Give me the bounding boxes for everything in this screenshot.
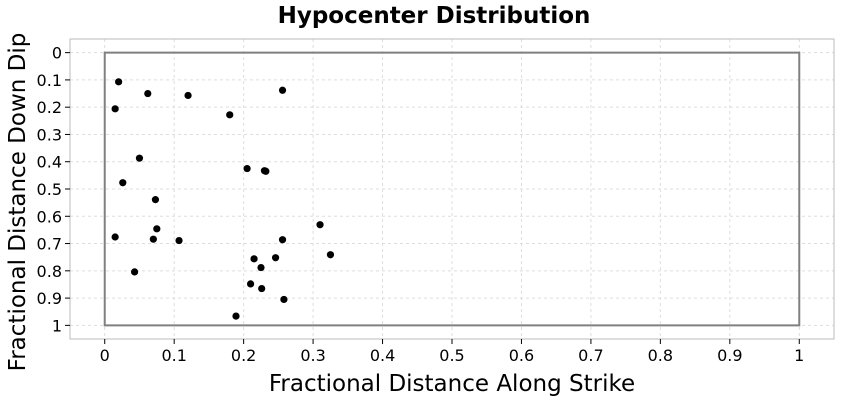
y-tick-label: 0.6 [37,207,62,226]
x-tick-label: 0.1 [161,346,186,365]
x-tick-label: 0 [100,346,110,365]
hypocenter-point [243,164,251,173]
x-tick-label: 0.3 [300,346,325,365]
hypocenter-point [153,225,161,233]
grid [70,39,834,339]
hypocenter-point [149,235,157,243]
hypocenter-point [226,111,234,119]
y-tick-label: 0.9 [37,289,62,308]
hypocenter-point [135,154,144,162]
hypocenter-point [278,236,287,244]
hypocenter-point [280,295,288,304]
y-tick-label: 0.4 [37,153,62,172]
x-tick-label: 1 [794,346,804,365]
x-axis-ticks: 0 0.1 0.2 0.3 0.4 0.5 0.6 0.7 0.8 0.9 1 [100,339,804,365]
y-tick-label: 0.8 [37,262,62,281]
x-tick-label: 0.7 [578,346,603,365]
y-tick-label: 0.7 [37,235,62,254]
hypocenter-point [175,236,183,245]
hypocenter-point [250,255,258,263]
hypocenter-points [111,78,335,320]
hypocenter-point [316,221,324,229]
x-tick-label: 0.4 [370,346,395,365]
fault-plane-box [103,51,801,327]
hypocenter-point [119,179,127,187]
x-axis-label: Fractional Distance Along Strike [269,371,635,397]
y-tick-label: 0.2 [37,98,62,117]
hypocenter-point [257,263,265,272]
y-tick-label: 1 [52,316,62,335]
hypocenter-point [326,251,335,259]
y-tick-label: 0.5 [37,180,62,199]
hypocenter-point [246,280,255,288]
hypocenter-point [111,233,119,241]
y-tick-label: 0.3 [37,125,62,144]
hypocenter-point [151,196,160,204]
hypocenter-point [262,167,270,175]
hypocenter-point [111,105,119,113]
hypocenter-point [144,89,152,98]
y-axis-ticks: 0 0.1 0.2 0.3 0.4 0.5 0.6 0.7 0.8 0.9 1 [37,44,70,335]
x-tick-label: 0.8 [648,346,673,365]
x-tick-label: 0.5 [439,346,464,365]
chart-title: Hypocenter Distribution [278,3,591,29]
hypocenter-point [258,284,266,293]
hypocenter-point [278,86,287,94]
hypocenter-point [130,268,139,276]
y-axis-label: Fractional Distance Down Dip [5,33,31,372]
x-tick-label: 0.2 [231,346,256,365]
hypocenter-point [232,312,240,320]
hypocenter-point [115,78,123,86]
y-tick-label: 0 [52,44,62,63]
x-tick-label: 0.9 [717,346,742,365]
hypocenter-point [271,254,280,262]
x-tick-label: 0.6 [509,346,534,365]
hypocenter-point [184,91,192,100]
y-tick-label: 0.1 [37,71,62,90]
